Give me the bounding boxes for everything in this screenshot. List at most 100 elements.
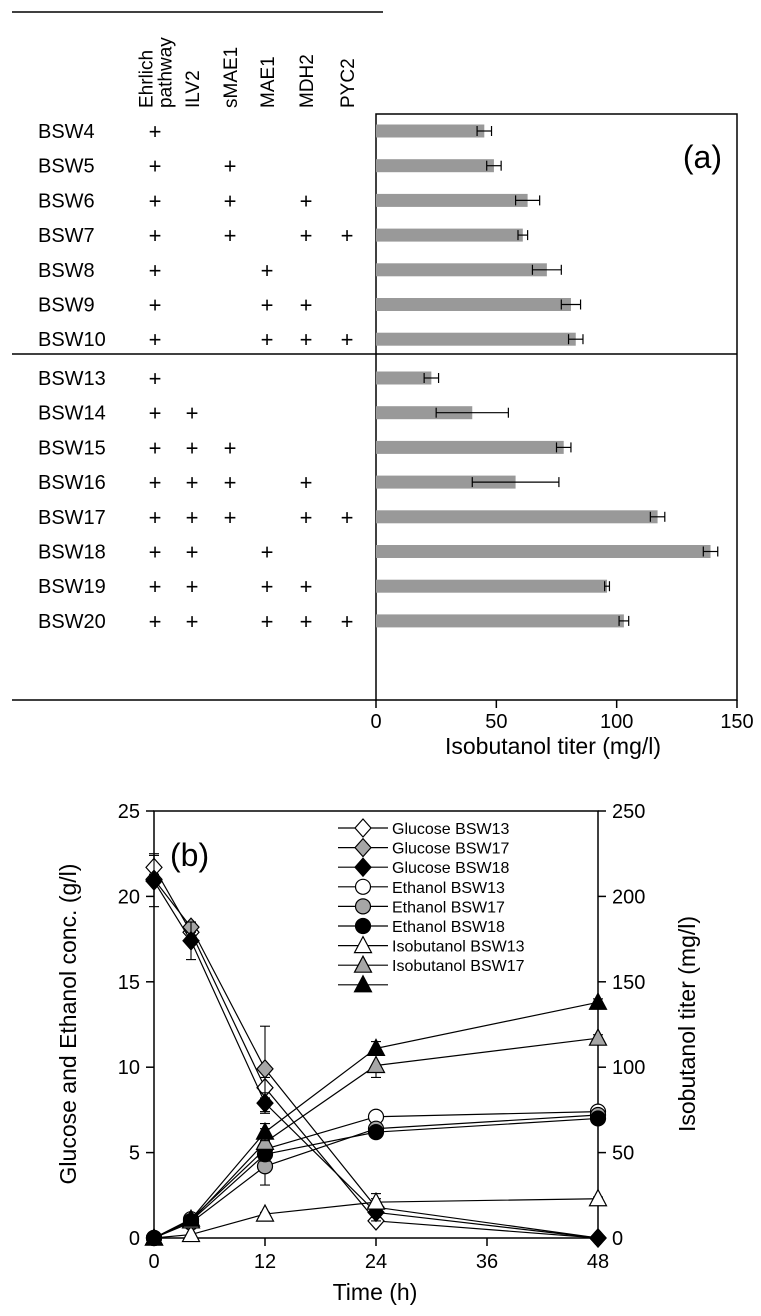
gene-mark: + [300, 188, 313, 213]
gene-mark: + [149, 470, 162, 495]
triangle-marker [353, 935, 373, 954]
circle-marker [589, 1110, 607, 1127]
legend-item: Isobutanol BSW17 [338, 954, 525, 975]
panel-a-x-axis-label: Isobutanol titer (mg/l) [445, 733, 661, 759]
gene-mark: + [224, 188, 237, 213]
strain-name: BSW10 [38, 329, 106, 351]
gene-mark: + [300, 470, 313, 495]
triangle-marker [588, 1027, 608, 1046]
bar [376, 124, 485, 138]
gene-mark: + [341, 327, 354, 352]
gene-mark: + [300, 574, 313, 599]
bar [376, 263, 547, 277]
gene-mark: + [149, 119, 162, 144]
gene-mark: + [300, 223, 313, 248]
diamond-marker [354, 818, 372, 838]
gene-mark: + [224, 154, 237, 179]
series-8 [144, 992, 608, 1246]
panel-b-x-axis-label: Time (h) [333, 1279, 418, 1305]
gene-mark: + [149, 505, 162, 530]
strain-name: BSW8 [38, 260, 95, 282]
strain-name: BSW4 [38, 121, 95, 143]
legend-item: Ethanol BSW18 [338, 917, 505, 936]
gene-header-ilv2: ILV2 [183, 70, 204, 108]
triangle-marker [353, 974, 373, 993]
legend-label: Isobutanol BSW17 [392, 958, 525, 975]
strain-name: BSW18 [38, 542, 106, 564]
diamond-marker [354, 857, 372, 878]
bar [376, 228, 523, 242]
legend-label: Ethanol BSW18 [392, 919, 505, 936]
gene-header-text: sMAE1 [221, 47, 242, 108]
right-y-tick-label: 0 [612, 1228, 623, 1250]
diamond-marker [256, 1059, 274, 1079]
gene-mark: + [149, 609, 162, 634]
diamond-marker [145, 871, 163, 891]
x-tick-label: 48 [587, 1251, 609, 1273]
legend-label: Isobutanol BSW13 [392, 939, 525, 956]
gene-mark: + [149, 366, 162, 391]
gene-mark: + [261, 574, 274, 599]
x-tick-label: 150 [720, 711, 753, 733]
diamond-marker [182, 930, 200, 951]
legend-item: Ethanol BSW17 [338, 898, 505, 916]
gene-mark: + [149, 540, 162, 565]
diamond-marker [256, 1093, 274, 1113]
right-y-tick-label: 250 [612, 801, 645, 823]
gene-header-text: PYC2 [338, 58, 359, 108]
gene-mark: + [224, 435, 237, 460]
gene-mark: + [149, 293, 162, 318]
bar [376, 406, 473, 420]
strain-name: BSW9 [38, 295, 95, 317]
bar [376, 159, 494, 173]
right-y-tick-label: 50 [612, 1143, 634, 1165]
panel-b-series [144, 853, 608, 1248]
gene-mark: + [186, 609, 199, 634]
gene-mark: + [149, 401, 162, 426]
left-y-tick-label: 15 [118, 972, 140, 994]
gene-mark: + [341, 505, 354, 530]
gene-mark: + [186, 435, 199, 460]
line-plot-frame [153, 810, 599, 1239]
strain-name: BSW17 [38, 507, 106, 529]
bar [376, 298, 571, 311]
circle-marker [367, 1124, 385, 1141]
gene-mark: + [261, 293, 274, 318]
gene-mark: + [149, 188, 162, 213]
circle-marker [354, 917, 372, 935]
legend-label: Ethanol BSW17 [392, 899, 505, 916]
bar [376, 545, 711, 558]
legend-label: Glucose BSW13 [392, 821, 509, 838]
gene-mark: + [261, 327, 274, 352]
triangle-marker [255, 1203, 275, 1222]
legend-label: Glucose BSW17 [392, 841, 509, 858]
strain-name: BSW16 [38, 472, 106, 494]
gene-header-smae1: sMAE1 [221, 47, 242, 108]
gene-header-text: MAE1 [258, 56, 279, 108]
strain-name: BSW13 [38, 368, 106, 390]
right-y-tick-label: 150 [612, 972, 645, 994]
legend-label: Ethanol BSW13 [392, 880, 505, 897]
gene-header-mae1: MAE1 [258, 56, 279, 108]
circle-marker [354, 878, 372, 895]
gene-mark: + [300, 327, 313, 352]
gene-mark: + [149, 574, 162, 599]
legend-item: Glucose BSW13 [338, 818, 509, 838]
gene-mark: + [300, 505, 313, 530]
strain-name: BSW14 [38, 403, 106, 425]
gene-mark: + [186, 401, 199, 426]
gene-mark: + [149, 154, 162, 179]
legend-item: Glucose BSW17 [338, 837, 509, 858]
right-y-tick-label: 100 [612, 1057, 645, 1079]
gene-mark: + [186, 574, 199, 599]
gene-header-mdh2: MDH2 [297, 54, 318, 108]
triangle-marker [255, 1132, 275, 1150]
gene-mark: + [186, 505, 199, 530]
left-y-tick-label: 25 [118, 801, 140, 823]
panel-a-label: (a) [683, 139, 722, 175]
gene-mark: + [261, 258, 274, 283]
strain-name: BSW19 [38, 576, 106, 598]
